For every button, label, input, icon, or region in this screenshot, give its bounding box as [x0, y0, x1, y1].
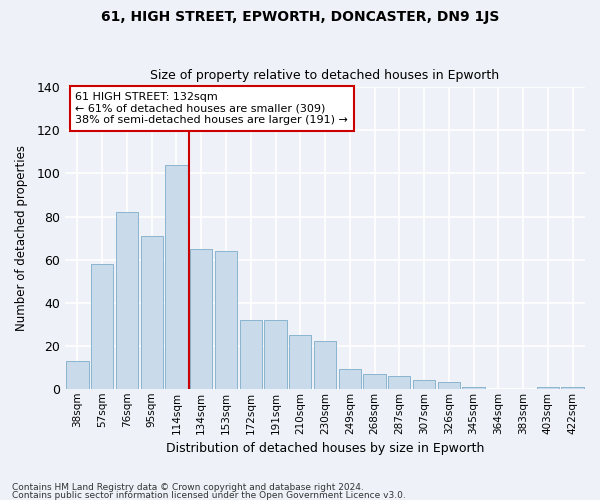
Text: 61, HIGH STREET, EPWORTH, DONCASTER, DN9 1JS: 61, HIGH STREET, EPWORTH, DONCASTER, DN9…	[101, 10, 499, 24]
Text: 61 HIGH STREET: 132sqm
← 61% of detached houses are smaller (309)
38% of semi-de: 61 HIGH STREET: 132sqm ← 61% of detached…	[76, 92, 349, 125]
Y-axis label: Number of detached properties: Number of detached properties	[15, 145, 28, 331]
Bar	[91, 264, 113, 389]
Bar	[562, 386, 584, 389]
Bar	[413, 380, 435, 389]
Bar	[388, 376, 410, 389]
Bar	[338, 370, 361, 389]
Bar	[239, 320, 262, 389]
Bar	[116, 212, 138, 389]
Bar	[364, 374, 386, 389]
X-axis label: Distribution of detached houses by size in Epworth: Distribution of detached houses by size …	[166, 442, 484, 455]
Bar	[265, 320, 287, 389]
Bar	[67, 361, 89, 389]
Title: Size of property relative to detached houses in Epworth: Size of property relative to detached ho…	[151, 69, 500, 82]
Bar	[537, 386, 559, 389]
Bar	[463, 386, 485, 389]
Bar	[140, 236, 163, 389]
Text: Contains HM Land Registry data © Crown copyright and database right 2024.: Contains HM Land Registry data © Crown c…	[12, 484, 364, 492]
Bar	[437, 382, 460, 389]
Bar	[215, 251, 237, 389]
Bar	[289, 335, 311, 389]
Bar	[314, 342, 336, 389]
Bar	[190, 249, 212, 389]
Text: Contains public sector information licensed under the Open Government Licence v3: Contains public sector information licen…	[12, 490, 406, 500]
Bar	[166, 165, 188, 389]
